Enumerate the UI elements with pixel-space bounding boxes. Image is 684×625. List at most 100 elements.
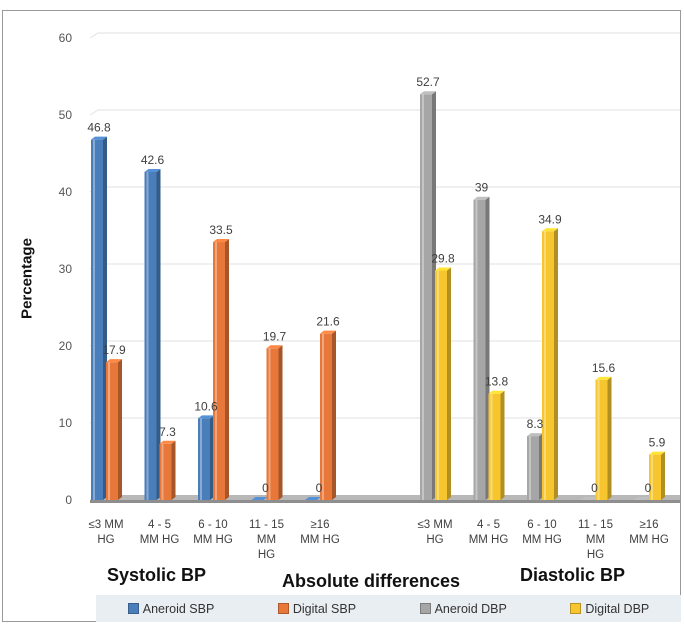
bar-top — [251, 497, 268, 500]
bar — [542, 231, 554, 500]
data-label: 29.8 — [431, 252, 455, 266]
bar — [159, 443, 172, 500]
legend-swatch — [570, 603, 582, 614]
bar-highlight — [146, 171, 149, 501]
bar-highlight — [597, 379, 600, 500]
category-label: ≤3 MM HG — [88, 519, 123, 546]
category-label: ≤3 MM HG — [417, 519, 452, 546]
category-label-line: HG — [97, 534, 114, 546]
bars — [91, 91, 665, 501]
category-label-line: HG — [426, 534, 443, 546]
category-label: 6 - 10 MM HG — [522, 519, 562, 546]
data-label: 7.3 — [159, 425, 176, 439]
bar-top — [305, 497, 321, 500]
group-label-diastolic: Diastolic BP — [520, 565, 626, 585]
bar-highlight — [108, 362, 110, 500]
bar-highlight — [422, 94, 424, 501]
bar-top — [198, 415, 214, 419]
y-tick-label: 60 — [59, 31, 73, 45]
y-tick-label: 0 — [65, 493, 72, 507]
bar — [144, 171, 157, 501]
category-label-line: MM HG — [193, 534, 233, 546]
bar-top — [266, 345, 283, 349]
data-label: 5.9 — [649, 436, 666, 450]
legend-swatch — [419, 603, 431, 614]
bar-top — [420, 91, 436, 95]
data-label: 15.6 — [592, 361, 616, 375]
category-label-line: MM HG — [522, 534, 562, 546]
bar-top — [435, 267, 451, 271]
y-axis-ticks: 0 10 20 30 40 50 60 — [59, 31, 73, 507]
data-label: 42.6 — [141, 153, 165, 167]
bar-top — [527, 433, 543, 437]
bar — [320, 333, 332, 500]
category-labels: ≤3 MM HG 4 - 5 MM HG 6 - 10 MM HG 11 - 15 MM HG ≥… — [88, 519, 668, 561]
category-label-line: ≥16 — [639, 519, 658, 531]
bar-highlight — [200, 418, 202, 500]
legend-item-aneroid-sbp: Aneroid SBP — [127, 602, 214, 616]
bar — [266, 348, 279, 500]
data-label: 13.8 — [485, 375, 509, 389]
bar — [527, 436, 539, 500]
bar-highlight — [475, 199, 478, 500]
category-label: ≥16 MM HG — [300, 519, 340, 546]
category-label-line: ≥16 — [310, 519, 329, 531]
data-label: 0 — [262, 481, 269, 495]
data-label: 8.3 — [527, 417, 544, 431]
legend-label: Digital SBP — [292, 601, 357, 616]
category-label: ≥16 MM HG — [629, 519, 669, 546]
bar — [420, 94, 432, 501]
bar-top — [144, 168, 161, 172]
category-label-line: ≤3 MM — [88, 519, 123, 531]
floor-edge — [90, 500, 680, 503]
bar-side — [332, 330, 336, 500]
category-label-line: 6 - 10 — [198, 519, 227, 531]
bar-side — [171, 440, 176, 500]
category-label: 4 - 5 MM HG — [469, 519, 509, 546]
bar-highlight — [529, 436, 531, 500]
bar — [106, 362, 118, 500]
data-label: 46.8 — [87, 121, 111, 135]
bar-top — [91, 136, 107, 140]
bar-side — [661, 451, 665, 500]
bar-side — [225, 239, 229, 501]
bar — [595, 379, 608, 500]
bar — [649, 454, 661, 500]
category-label: 4 - 5 MM HG — [140, 519, 180, 546]
category-label-line: 11 - 15 — [578, 519, 613, 531]
category-label-line: 4 - 5 — [148, 519, 171, 531]
gridline — [89, 32, 680, 39]
bar-highlight — [268, 348, 271, 500]
bar-top — [106, 359, 122, 363]
gridline — [89, 340, 680, 347]
bar-highlight — [651, 454, 653, 500]
legend: Aneroid SBP Digital SBP Aneroid DBP Digi… — [96, 595, 681, 622]
data-label: 10.6 — [194, 399, 218, 413]
data-label: 39 — [475, 181, 489, 195]
data-label: 21.6 — [316, 315, 340, 329]
legend-label: Digital DBP — [585, 601, 650, 616]
category-label-line: 6 - 10 — [527, 519, 556, 531]
legend-label: Aneroid DBP — [434, 601, 507, 616]
bar — [213, 242, 225, 501]
legend-item-digital-dbp: Digital DBP — [570, 602, 649, 616]
bar-side — [447, 267, 451, 500]
bar — [198, 418, 210, 500]
bar-highlight — [544, 231, 546, 500]
category-label-line: HG — [258, 549, 275, 561]
bar-highlight — [490, 393, 493, 500]
data-label: 33.5 — [209, 223, 233, 237]
data-label: 19.7 — [263, 329, 287, 343]
chart-frame — [2, 10, 681, 622]
x-axis-title: Absolute differences — [282, 571, 461, 591]
bar-highlight — [93, 139, 95, 500]
category-label-line: MM — [586, 534, 605, 546]
bar — [473, 199, 486, 500]
bar-top — [159, 440, 176, 444]
category-label-line: MM HG — [300, 534, 340, 546]
bar-side — [118, 359, 122, 500]
bar — [488, 393, 501, 500]
legend-item-aneroid-dbp: Aneroid DBP — [419, 601, 507, 616]
category-label-line: MM HG — [469, 534, 509, 546]
